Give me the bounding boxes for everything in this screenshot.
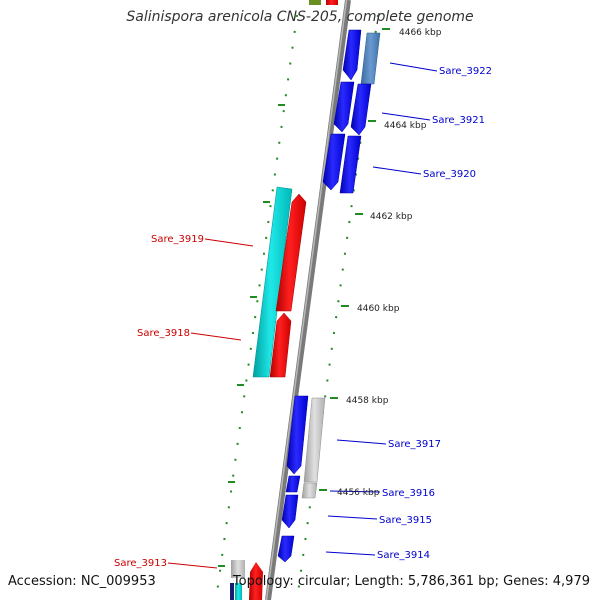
gene-label-Sare_3919[interactable]: Sare_3919: [151, 234, 204, 245]
gene-Sare_3922-steel-arrow[interactable]: [360, 32, 381, 85]
gene-label-Sare_3920[interactable]: Sare_3920: [423, 169, 476, 180]
red-gene-feature-top: [326, 0, 338, 5]
gene-Sare_3920-arrow-b[interactable]: [339, 135, 362, 194]
gene-label-Sare_3914[interactable]: Sare_3914: [377, 550, 430, 561]
gene-Sare_3918-arrow[interactable]: [269, 312, 292, 378]
cyan-gene-feature-bottom: [235, 583, 242, 600]
gene-label-Sare_3915[interactable]: Sare_3915: [379, 515, 432, 526]
label-leaders-forward: [325, 62, 438, 556]
scale-label-4458: 4458 kbp: [346, 396, 389, 406]
map-title: Salinispora arenicola CNS-205, complete …: [126, 9, 474, 25]
scale-ticks: [218, 28, 390, 567]
gene-Sare_3916-gray-arrow[interactable]: [301, 482, 318, 499]
gene-Sare_3921-arrow-b[interactable]: [350, 83, 372, 136]
gene-Sare_3922-arrow[interactable]: [342, 29, 362, 81]
gene-label-Sare_3921[interactable]: Sare_3921: [432, 115, 485, 126]
label-leaders-reverse: [167, 238, 254, 569]
gene-Sare_3919-cyan-arrow[interactable]: [252, 186, 293, 378]
navy-gene-feature-bottom: [230, 583, 234, 600]
gene-Sare_3917-arrow[interactable]: [286, 395, 309, 475]
gene-Sare_3921-arrow-a[interactable]: [333, 81, 355, 133]
gene-label-Sare_3913[interactable]: Sare_3913: [114, 558, 167, 569]
olive-gene-feature: [309, 0, 321, 5]
scale-label-4466: 4466 kbp: [399, 28, 442, 38]
genome-summary-text: Topology: circular; Length: 5,786,361 bp…: [232, 574, 590, 589]
gene-label-Sare_3918[interactable]: Sare_3918: [137, 328, 190, 339]
gene-label-Sare_3917[interactable]: Sare_3917: [388, 439, 441, 450]
gene-Sare_3916-arrow[interactable]: [285, 475, 301, 493]
gene-Sare_3917-gray-arrow[interactable]: [303, 397, 326, 483]
scale-label-4462: 4462 kbp: [370, 212, 413, 222]
gene-Sare_3914-arrow[interactable]: [277, 535, 295, 563]
gene-Sare_3920-arrow-a[interactable]: [322, 133, 346, 191]
accession-text: Accession: NC_009953: [8, 574, 156, 589]
gene-Sare_3915-arrow[interactable]: [281, 494, 299, 529]
gene-Sare_3919-arrow[interactable]: [275, 193, 307, 312]
gray-gene-feature-bottom: [231, 560, 245, 578]
scale-label-4456: 4456 kbp: [337, 488, 380, 498]
red-gene-feature-bottom: [249, 562, 263, 600]
scale-label-4464: 4464 kbp: [384, 121, 427, 131]
gene-label-Sare_3916[interactable]: Sare_3916: [382, 488, 435, 499]
genome-backbone-highlight: [265, 0, 348, 600]
scale-label-4460: 4460 kbp: [357, 304, 400, 314]
genome-backbone: [265, 0, 351, 600]
gene-label-Sare_3922[interactable]: Sare_3922: [439, 66, 492, 77]
